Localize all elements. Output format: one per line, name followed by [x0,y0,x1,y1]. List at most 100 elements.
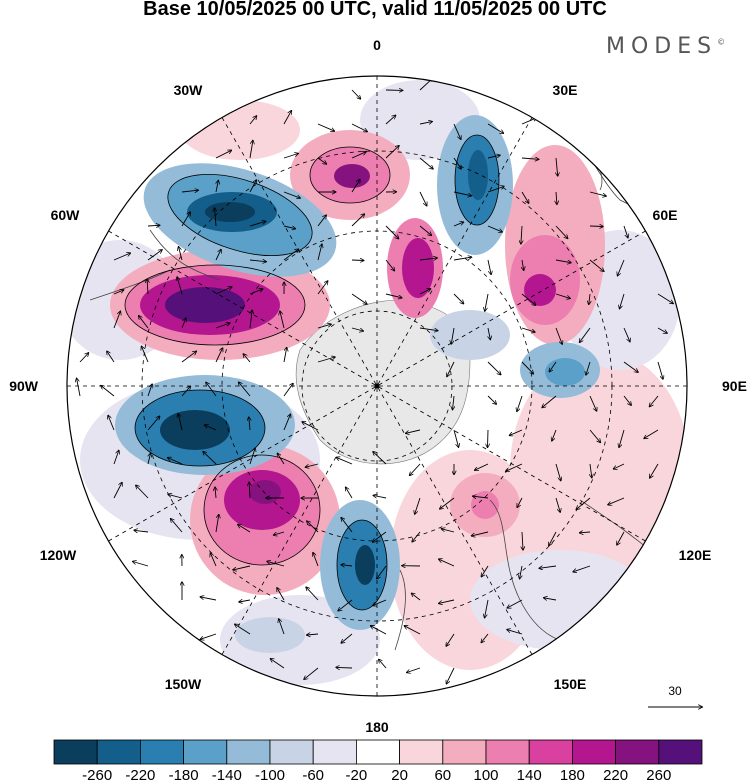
colorbar-tick-label: -260 [82,767,112,783]
wind-arrow [250,310,252,329]
wind-arrow [485,599,489,618]
wind-arrow [521,158,539,159]
wind-arrow [283,384,293,397]
wind-arrow [108,416,115,431]
wind-arrow [280,311,285,329]
colorbar-tick-label: -180 [169,767,199,783]
wind-arrow [510,429,523,435]
colorbar-tick-label: 60 [434,767,451,783]
colorbar-tick-label: -60 [302,767,324,783]
wind-arrow [379,660,387,669]
wind-arrow [556,157,558,176]
wind-vector-icon [77,78,674,684]
contour-fill-icon [124,134,500,611]
positive-anomaly-centers [110,130,605,595]
wind-arrow [351,293,367,304]
wind-arrow [580,327,591,342]
wind-arrow [650,395,659,407]
wind-arrow [179,247,183,261]
wind-arrow [113,451,119,465]
wind-arrow [590,463,592,478]
graticule [67,76,687,696]
wind-arrow [317,215,326,227]
longitude-labels: 0 30E 60E 90E 120E 150E 180 150W 120W 90… [9,37,747,735]
wind-arrow [249,482,250,499]
lon-label-150w: 150W [165,676,202,692]
lon-label-30w: 30W [174,82,204,98]
wind-arrow [549,531,557,546]
wind-arrow [317,157,326,164]
wind-arrow [404,626,421,635]
wind-arrow [406,429,421,433]
wind-arrow [517,395,523,411]
wind-arrow [283,249,298,261]
wind-arrow [134,530,149,532]
wind-arrow [142,346,149,363]
lon-label-60w: 60W [51,207,81,223]
wind-arrow [644,429,659,438]
wind-arrow [407,667,421,673]
wind-arrow [249,417,250,431]
wind-arrow [215,348,223,363]
wind-arrow [147,225,160,226]
wind-arrow [521,361,533,374]
colorbar-swatch [485,739,530,765]
wind-arrow [623,395,631,405]
wind-arrow [614,463,625,469]
wind-arrow [338,599,353,611]
wind-arrow [481,633,489,643]
wind-arrow [589,429,600,442]
wind-arrow [283,414,290,431]
wind-arrow [351,214,364,227]
wind-arrow [419,327,438,331]
colorbar-swatch [355,739,400,765]
wind-arrow [317,281,328,295]
wind-arrow [133,562,149,567]
wind-arrow [555,259,571,263]
wind-arrow [488,429,489,447]
wind-arrow [385,259,394,271]
colorbar-swatch [312,739,357,765]
lon-label-0: 0 [373,37,381,53]
colorbar-swatch [96,739,141,765]
wind-arrow [555,497,560,512]
wind-arrow [307,634,319,635]
wind-arrow [351,260,364,261]
wind-arrow [168,458,183,465]
wind-arrow [521,191,529,203]
wind-arrow [249,289,263,295]
wind-arrow [552,429,557,441]
wind-arrow [77,378,81,397]
wind-arrow [283,111,291,125]
colorbar-tick-label: 140 [517,767,542,783]
wind-arrow [148,453,151,465]
brand-logo: MODES© [606,34,725,59]
wind-arrow [555,293,570,298]
wind-arrow [555,327,562,344]
wind-arrow [410,463,421,475]
wind-arrow [113,253,130,261]
wind-arrow [487,395,496,404]
field-layer [67,76,687,696]
wind-arrow [215,208,216,227]
wind-arrow [168,494,183,499]
wind-arrow [215,515,219,533]
wind-arrow [279,619,285,635]
wind-arrow [573,565,591,572]
wind-arrow [556,191,557,204]
wind-arrow [304,667,319,679]
wind-arrow [439,599,455,603]
colorbar-tick-label: 180 [560,767,585,783]
wind-arrow [487,186,504,193]
colorbar-swatch [53,739,98,765]
wind-arrow [617,531,625,545]
wind-arrow [451,327,455,344]
wind-arrow [439,559,455,567]
lon-label-150e: 150E [554,676,587,692]
wind-arrow [608,497,625,505]
wind-arrow [447,361,455,377]
wind-arrow [336,667,353,668]
wind-arrow [215,287,232,295]
wind-arrow [487,361,501,375]
